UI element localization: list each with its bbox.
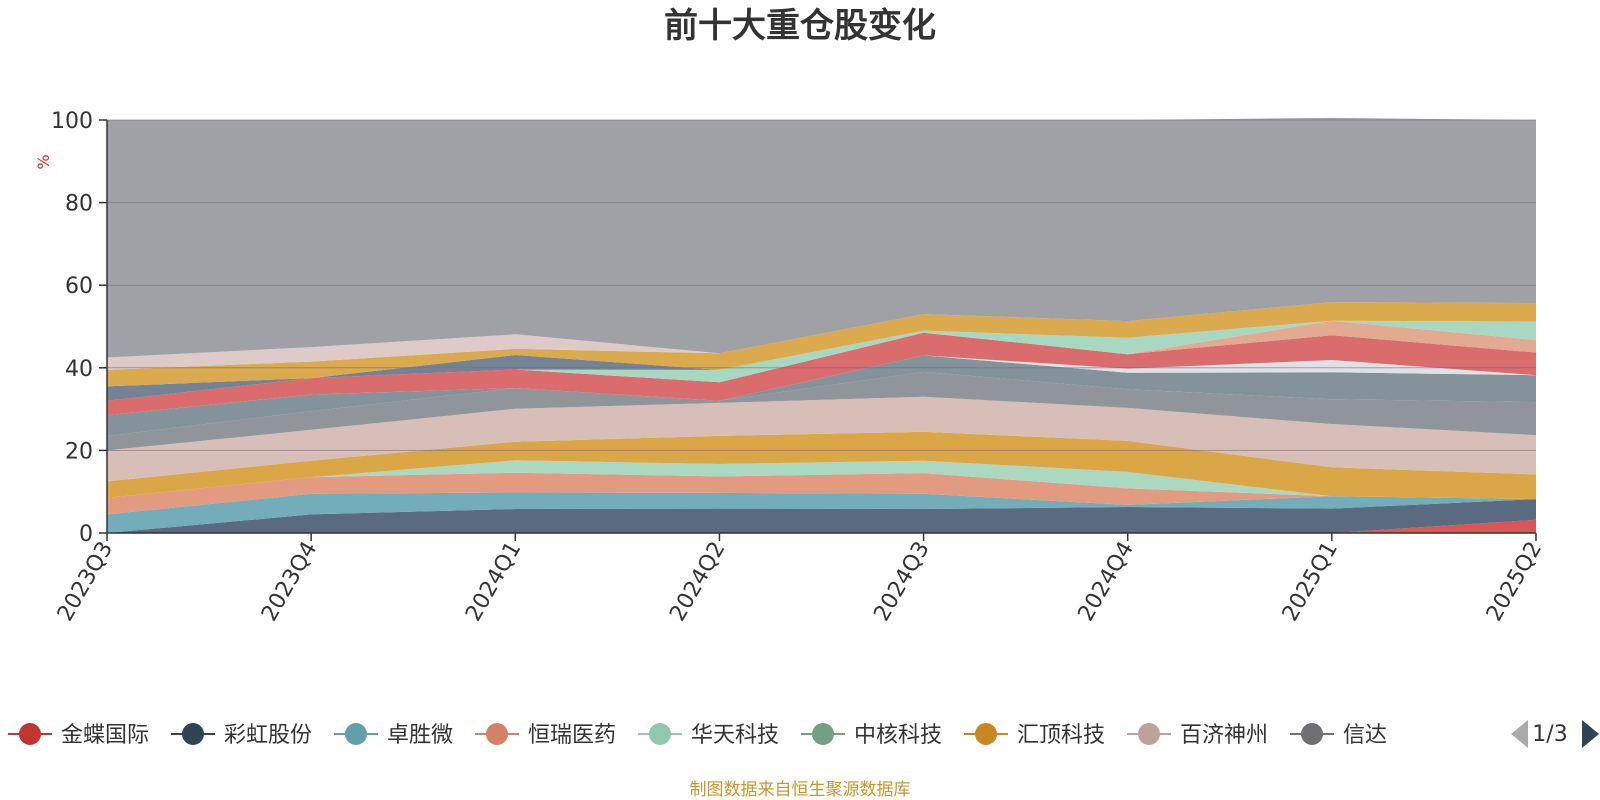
- x-tick-label-0: 2023Q3: [53, 538, 118, 626]
- y-tick-label-0: 0: [79, 522, 93, 547]
- chart-title: 前十大重仓股变化: [664, 6, 936, 46]
- legend-marker-7: [1138, 723, 1160, 745]
- legend-label-1: 彩虹股份: [224, 723, 312, 748]
- legend-label-7: 百济神州: [1180, 723, 1268, 748]
- legend-page-indicator: 1/3: [1532, 722, 1567, 747]
- legend-pager: 1/3: [1511, 720, 1599, 748]
- area-series-16: [107, 302, 1536, 370]
- area-series-10: [107, 355, 1536, 416]
- area-series-2: [107, 492, 1536, 533]
- area-series-13: [107, 320, 1536, 401]
- x-tick-label-3: 2024Q2: [665, 538, 730, 626]
- legend-item-5[interactable]: 中核科技: [801, 723, 942, 748]
- legend-next-icon[interactable]: [1582, 720, 1599, 748]
- area-series-8: [107, 371, 1536, 451]
- legend-item-0[interactable]: 金蝶国际: [8, 723, 149, 748]
- x-tick-label-2: 2024Q1: [461, 538, 526, 626]
- legend-label-2: 卓胜微: [387, 723, 453, 748]
- legend-marker-4: [649, 723, 671, 745]
- legend-label-6: 汇顶科技: [1017, 723, 1105, 748]
- legend-item-8[interactable]: 信达: [1290, 723, 1387, 748]
- y-axis-unit: %: [34, 154, 53, 169]
- legend-label-4: 华天科技: [691, 723, 779, 748]
- legend-label-0: 金蝶国际: [61, 723, 149, 748]
- legend: 金蝶国际 彩虹股份 卓胜微 恒瑞医药 华天科技 中核科技 汇顶科技 百济神州 信达: [8, 723, 1387, 748]
- legend-item-3[interactable]: 恒瑞医药: [475, 723, 616, 748]
- legend-label-5: 中核科技: [854, 723, 942, 748]
- area-series-3: [107, 472, 1536, 515]
- y-tick-label-1: 20: [65, 439, 93, 464]
- legend-item-6[interactable]: 汇顶科技: [964, 723, 1105, 748]
- x-tick-label-4: 2024Q3: [869, 538, 934, 626]
- legend-marker-6: [975, 723, 997, 745]
- grid-lines: [107, 119, 1536, 451]
- area-series-15: [107, 302, 1536, 387]
- legend-prev-icon[interactable]: [1511, 720, 1528, 748]
- legend-item-2[interactable]: 卓胜微: [334, 723, 453, 748]
- legend-marker-8: [1301, 723, 1323, 745]
- area-series-9: [107, 355, 1536, 436]
- area-series-11: [107, 332, 1536, 416]
- legend-item-7[interactable]: 百济神州: [1127, 723, 1268, 748]
- area-series-0: [107, 519, 1536, 533]
- y-tick-label-3: 60: [65, 274, 93, 299]
- area-series-7: [107, 396, 1536, 482]
- legend-item-1[interactable]: 彩虹股份: [171, 723, 312, 748]
- legend-label-8: 信达: [1343, 723, 1387, 748]
- x-tick-label-5: 2024Q4: [1074, 538, 1139, 626]
- area-series-1: [107, 499, 1536, 533]
- legend-marker-5: [812, 723, 834, 745]
- legend-item-4[interactable]: 华天科技: [638, 723, 779, 748]
- legend-marker-0: [19, 723, 41, 745]
- data-source-note: 制图数据来自恒生聚源数据库: [690, 780, 911, 800]
- x-tick-label-7: 2025Q2: [1482, 538, 1547, 626]
- legend-marker-3: [486, 723, 508, 745]
- legend-marker-2: [345, 723, 367, 745]
- y-tick-label-4: 80: [65, 192, 93, 217]
- area-series-17: [107, 117, 1536, 358]
- legend-label-3: 恒瑞医药: [528, 723, 616, 748]
- area-series-4: [107, 460, 1536, 500]
- area-series-12: [107, 320, 1536, 401]
- area-series-6: [107, 431, 1536, 500]
- legend-marker-1: [182, 723, 204, 745]
- area-series-group: [107, 117, 1536, 533]
- x-tick-label-1: 2023Q4: [257, 538, 322, 626]
- y-tick-label-2: 40: [65, 357, 93, 382]
- y-tick-label-5: 100: [51, 109, 93, 134]
- x-tick-label-6: 2025Q1: [1278, 538, 1343, 626]
